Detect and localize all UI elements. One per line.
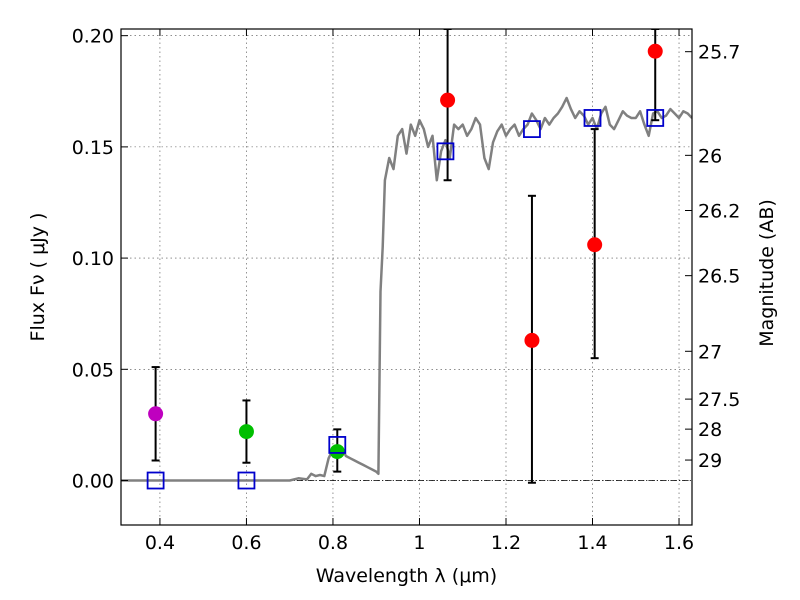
model-spectrum-line: [121, 96, 692, 482]
model-photometry-square: [237, 471, 256, 490]
y-axis-label: Flux Fν ( μJy ): [27, 213, 49, 342]
x-tick-label: 0.6: [231, 532, 261, 554]
right-tick-label: 26: [698, 145, 722, 167]
model-photometry-square: [646, 109, 665, 127]
x-tick-label: 1.4: [577, 532, 607, 554]
plot-area: [121, 29, 692, 490]
y-axis-label-right: Magnitude (AB): [756, 199, 778, 347]
x-tick-label: 1.2: [491, 532, 521, 554]
y-tick-label: 0.00: [72, 471, 114, 493]
right-tick-label: 28: [698, 419, 722, 441]
x-tick-label: 1: [413, 532, 425, 554]
observed-red-point: [587, 237, 603, 253]
right-tick-label: 27: [698, 341, 722, 363]
model-photometry-square: [583, 109, 602, 127]
x-tick-label: 1.6: [664, 532, 694, 554]
observed-magenta-point: [148, 406, 164, 422]
x-tick-label: 0.8: [318, 532, 348, 554]
observed-red-point: [647, 43, 663, 59]
model-photometry-square: [436, 142, 455, 161]
y-tick-label: 0.15: [72, 137, 114, 159]
model-photometry-square: [146, 471, 165, 490]
observed-green-point: [238, 424, 254, 440]
x-axis-label: Wavelength λ (μm): [316, 565, 497, 587]
right-tick-label: 26.5: [698, 266, 740, 288]
right-tick-label: 25.7: [698, 42, 740, 64]
right-tick-label: 27.5: [698, 389, 740, 411]
observed-red-point: [440, 92, 456, 108]
model-photometry-square: [523, 120, 541, 138]
y-tick-label: 0.05: [72, 359, 114, 381]
observed-green-point: [329, 444, 345, 460]
right-tick-label: 29: [698, 450, 722, 472]
observed-red-point: [524, 332, 540, 348]
model-photometry-square: [328, 436, 347, 454]
y-tick-label: 0.10: [72, 248, 114, 270]
x-tick-label: 0.4: [145, 532, 175, 554]
plot-frame: [120, 28, 693, 526]
right-tick-label: 26.2: [698, 200, 740, 222]
y-tick-label: 0.20: [72, 26, 114, 48]
